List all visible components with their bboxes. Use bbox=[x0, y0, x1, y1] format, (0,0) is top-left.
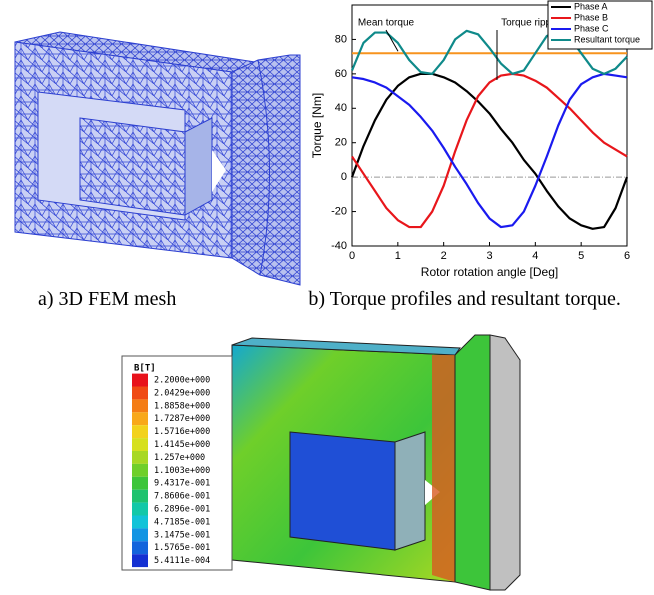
x-tick-label: 4 bbox=[532, 250, 538, 262]
colorbar: B[T] 2.2000e+000 2.0429e+000 1.8858e+000 1.… bbox=[122, 356, 232, 570]
y-tick-label: 80 bbox=[335, 33, 347, 45]
series-line bbox=[352, 74, 627, 227]
colorbar-swatch bbox=[132, 374, 148, 387]
colorbar-label: 6.2896e-001 bbox=[154, 505, 210, 515]
colorbar-label: 1.4145e+000 bbox=[154, 440, 210, 450]
caption: a) 3D FEM mesh b) Torque profiles and res… bbox=[0, 287, 654, 312]
colorbar-swatch bbox=[132, 387, 148, 400]
colorbar-swatch bbox=[132, 399, 148, 412]
x-tick-label: 3 bbox=[486, 250, 492, 262]
colorbar-swatch bbox=[132, 528, 148, 541]
legend-label: Phase B bbox=[574, 12, 608, 22]
y-tick-label: 20 bbox=[335, 137, 347, 149]
series-line bbox=[352, 74, 627, 227]
x-tick-label: 6 bbox=[624, 250, 630, 262]
colorbar-swatch bbox=[132, 503, 148, 516]
mesh-image bbox=[15, 32, 300, 285]
colorbar-swatch bbox=[132, 451, 148, 464]
caption-a: a) 3D FEM mesh bbox=[38, 288, 176, 310]
colorbar-label: 2.0429e+000 bbox=[154, 388, 210, 398]
y-tick-label: -20 bbox=[331, 205, 347, 217]
colorbar-swatch bbox=[132, 464, 148, 477]
x-tick-label: 5 bbox=[578, 250, 584, 262]
colorbar-swatch bbox=[132, 425, 148, 438]
colorbar-swatch bbox=[132, 477, 148, 490]
annotation: Mean torque bbox=[358, 18, 415, 29]
y-tick-label: 0 bbox=[341, 171, 347, 183]
colorbar-label: 7.8606e-001 bbox=[154, 492, 210, 502]
figure: -40 -20 0 20 40 60 80 0 1 2 3 4 5 6 Rotor rotation ang… bbox=[0, 0, 654, 595]
torque-chart: -40 -20 0 20 40 60 80 0 1 2 3 4 5 6 Rotor rotation ang… bbox=[310, 1, 652, 279]
colorbar-label: 4.7185e-001 bbox=[154, 517, 210, 527]
y-tick-label: 40 bbox=[335, 102, 347, 114]
colorbar-label: 1.1003e+000 bbox=[154, 466, 210, 476]
x-tick-label: 0 bbox=[349, 250, 355, 262]
colorbar-label: 3.1475e-001 bbox=[154, 530, 210, 540]
legend-label: Phase A bbox=[574, 1, 608, 11]
colorbar-swatch bbox=[132, 490, 148, 503]
colorbar-swatch bbox=[132, 541, 148, 554]
colorbar-swatch bbox=[132, 412, 148, 425]
legend-label: Phase C bbox=[574, 23, 609, 33]
caption-b: b) Torque profiles and resultant torque. bbox=[308, 288, 621, 310]
x-tick-label: 2 bbox=[441, 250, 447, 262]
colorbar-label: 1.5765e-001 bbox=[154, 543, 210, 553]
fem-image bbox=[232, 335, 520, 590]
colorbar-label: 1.8858e+000 bbox=[154, 401, 210, 411]
colorbar-title: B[T] bbox=[134, 364, 156, 374]
colorbar-label: 1.5716e+000 bbox=[154, 427, 210, 437]
colorbar-label: 1.257e+000 bbox=[154, 453, 205, 463]
colorbar-label: 2.2000e+000 bbox=[154, 376, 210, 386]
y-tick-label: 60 bbox=[335, 68, 347, 80]
colorbar-swatch bbox=[132, 438, 148, 451]
x-axis-label: Rotor rotation angle [Deg] bbox=[421, 265, 558, 279]
colorbar-label: 1.7287e+000 bbox=[154, 414, 210, 424]
series-line bbox=[352, 74, 627, 229]
y-tick-label: -40 bbox=[331, 240, 347, 252]
legend-label: Resultant torque bbox=[574, 34, 640, 44]
colorbar-swatch bbox=[132, 516, 148, 529]
y-axis-label: Torque [Nm] bbox=[310, 93, 324, 158]
colorbar-label: 5.4111e-004 bbox=[154, 556, 210, 566]
colorbar-label: 9.4317e-001 bbox=[154, 479, 210, 489]
colorbar-swatch bbox=[132, 554, 148, 567]
x-tick-label: 1 bbox=[395, 250, 401, 262]
